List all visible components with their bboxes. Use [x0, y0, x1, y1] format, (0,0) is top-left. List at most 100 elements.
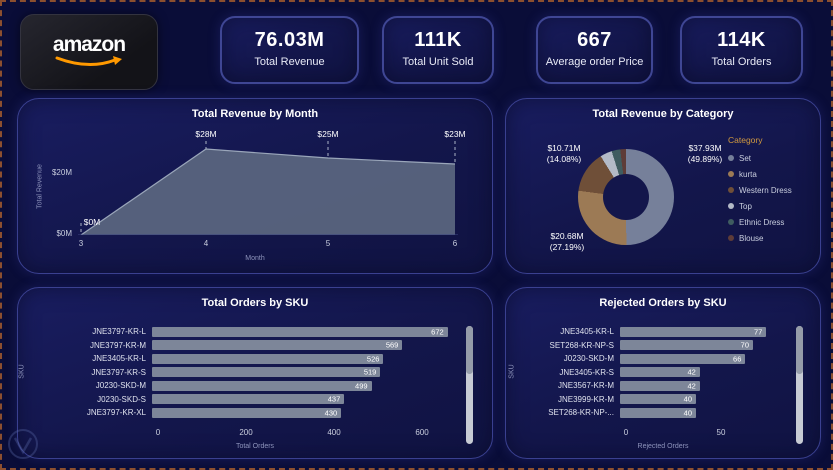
bar-row: JNE3405-KR-S 42: [520, 366, 788, 380]
x-axis-title: Total Orders: [235, 443, 275, 450]
bar[interactable]: 42: [620, 380, 700, 391]
sku-label: JNE3405-KR-L: [560, 327, 614, 337]
bar-row: JNE3567-KR-M 42: [520, 379, 788, 393]
x-tick: 400: [327, 428, 341, 437]
legend-item-top[interactable]: Top: [728, 198, 792, 214]
bar[interactable]: 672: [152, 326, 448, 337]
y-tick: $20M: [51, 168, 72, 177]
revenue-by-month-chart[interactable]: Total Revenue by Month Total Revenue $0M…: [17, 98, 493, 274]
amazon-logo-card: amazon: [20, 14, 158, 90]
x-tick: 6: [452, 239, 458, 248]
legend-title: Category: [728, 135, 763, 145]
data-label: $25M: [317, 129, 339, 139]
bar-row: J0230-SKD-M 499: [36, 379, 464, 393]
legend-item-blouse[interactable]: Blouse: [728, 230, 792, 246]
kpi-value: 76.03M: [254, 29, 325, 51]
legend-dot: [728, 219, 734, 225]
legend-item-set[interactable]: Set: [728, 150, 792, 166]
legend-dot: [728, 203, 734, 209]
bar-value: 42: [687, 367, 696, 377]
x-tick: 200: [239, 428, 253, 437]
donut-plot[interactable]: [578, 149, 674, 245]
bar[interactable]: 70: [620, 340, 753, 351]
bar-row: JNE3797-KR-L 672: [36, 325, 464, 339]
kpi-card-total-unit-sold[interactable]: 111K Total Unit Sold: [382, 16, 494, 84]
x-tick: 5: [325, 239, 331, 248]
kpi-card-total-revenue[interactable]: 76.03M Total Revenue: [220, 16, 359, 84]
donut-hole: [603, 174, 649, 220]
vertical-scrollbar[interactable]: [466, 326, 473, 444]
bar-row: JNE3999-KR-M 40: [520, 393, 788, 407]
sku-label: JNE3797-KR-XL: [86, 408, 146, 418]
bar-value: 42: [687, 381, 696, 391]
bar[interactable]: 519: [152, 367, 381, 378]
y-axis-title: SKU: [18, 364, 26, 379]
bar[interactable]: 77: [620, 326, 767, 337]
slice-label-kurta: $20.68M (27.19%): [549, 231, 585, 253]
chart-title: Total Revenue by Month: [191, 108, 319, 120]
bar-rows: JNE3797-KR-L 672 JNE3797-KR-M 569 JNE340…: [36, 325, 464, 420]
data-label: $23M: [444, 129, 466, 139]
bar[interactable]: 499: [152, 380, 372, 391]
vertical-scrollbar[interactable]: [796, 326, 803, 444]
area-plot: [78, 141, 458, 235]
kpi-label: Total Unit Sold: [402, 56, 474, 68]
chart-title: Total Orders by SKU: [201, 297, 309, 309]
x-axis: 0 50: [624, 428, 796, 440]
kpi-card-total-orders[interactable]: 114K Total Orders: [680, 16, 803, 84]
sku-label: JNE3405-KR-S: [559, 367, 614, 377]
legend-item-ethnic-dress[interactable]: Ethnic Dress: [728, 214, 792, 230]
x-tick: 0: [155, 428, 161, 437]
bar-row: J0230-SKD-M 66: [520, 352, 788, 366]
bar-value: 499: [355, 381, 368, 391]
sku-label: JNE3999-KR-M: [557, 394, 614, 404]
bar-value: 437: [327, 394, 341, 404]
total-orders-by-sku-chart[interactable]: Total Orders by SKU SKU JNE3797-KR-L 672…: [17, 287, 493, 459]
sku-label: J0230-SKD-M: [95, 381, 146, 391]
data-label: $0M: [83, 217, 101, 227]
bar-row: SET268-KR-NP-... 40: [520, 406, 788, 420]
bar-row: JNE3797-KR-XL 430: [36, 406, 464, 420]
amazon-wordmark: amazon: [52, 33, 126, 56]
amazon-smile-icon: [55, 56, 122, 66]
kpi-value: 114K: [717, 29, 766, 51]
legend-dot: [728, 187, 734, 193]
kpi-value: 111K: [414, 29, 462, 51]
scrollbar-thumb[interactable]: [466, 326, 473, 374]
bar-row: JNE3405-KR-L 526: [36, 352, 464, 366]
legend-item-western-dress[interactable]: Western Dress: [728, 182, 792, 198]
category-legend: Category Set kurta Western Dress Top Eth…: [728, 135, 792, 246]
kpi-card-average-order-price[interactable]: 667 Average order Price: [536, 16, 653, 84]
bar[interactable]: 40: [620, 394, 696, 405]
x-tick: 4: [203, 239, 209, 248]
bar[interactable]: 40: [620, 407, 696, 418]
bar-rows: JNE3405-KR-L 77 SET268-KR-NP-S 70 J0230-…: [520, 325, 788, 420]
revenue-by-category-chart[interactable]: Total Revenue by Category $10.71M (14.08…: [505, 98, 821, 274]
scrollbar-thumb[interactable]: [796, 326, 803, 374]
bar-row: JNE3797-KR-M 569: [36, 339, 464, 353]
bar[interactable]: 430: [152, 407, 342, 418]
legend-item-kurta[interactable]: kurta: [728, 166, 792, 182]
legend-dot: [728, 235, 734, 241]
watermark-logo: [6, 427, 40, 466]
bar[interactable]: 42: [620, 367, 700, 378]
bar[interactable]: 569: [152, 340, 403, 351]
y-tick: $0M: [56, 229, 72, 238]
sku-label: J0230-SKD-M: [563, 354, 614, 364]
x-axis-title: Rejected Orders: [637, 443, 689, 450]
sku-label: J0230-SKD-S: [97, 394, 146, 404]
sku-label: JNE3797-KR-S: [91, 367, 146, 377]
kpi-label: Total Orders: [711, 56, 772, 68]
bar-value: 672: [431, 327, 444, 337]
slice-label-western-dress: $10.71M (14.08%): [546, 143, 582, 165]
bar[interactable]: 526: [152, 353, 384, 364]
x-tick: 600: [415, 428, 429, 437]
sku-label: JNE3797-KR-L: [92, 327, 146, 337]
bar[interactable]: 437: [152, 394, 345, 405]
x-tick: 3: [78, 239, 84, 248]
bar-value: 40: [683, 394, 692, 404]
bar[interactable]: 66: [620, 353, 746, 364]
sku-label: SET268-KR-NP-S: [549, 340, 614, 350]
rejected-orders-by-sku-chart[interactable]: Rejected Orders by SKU SKU JNE3405-KR-L …: [505, 287, 821, 459]
